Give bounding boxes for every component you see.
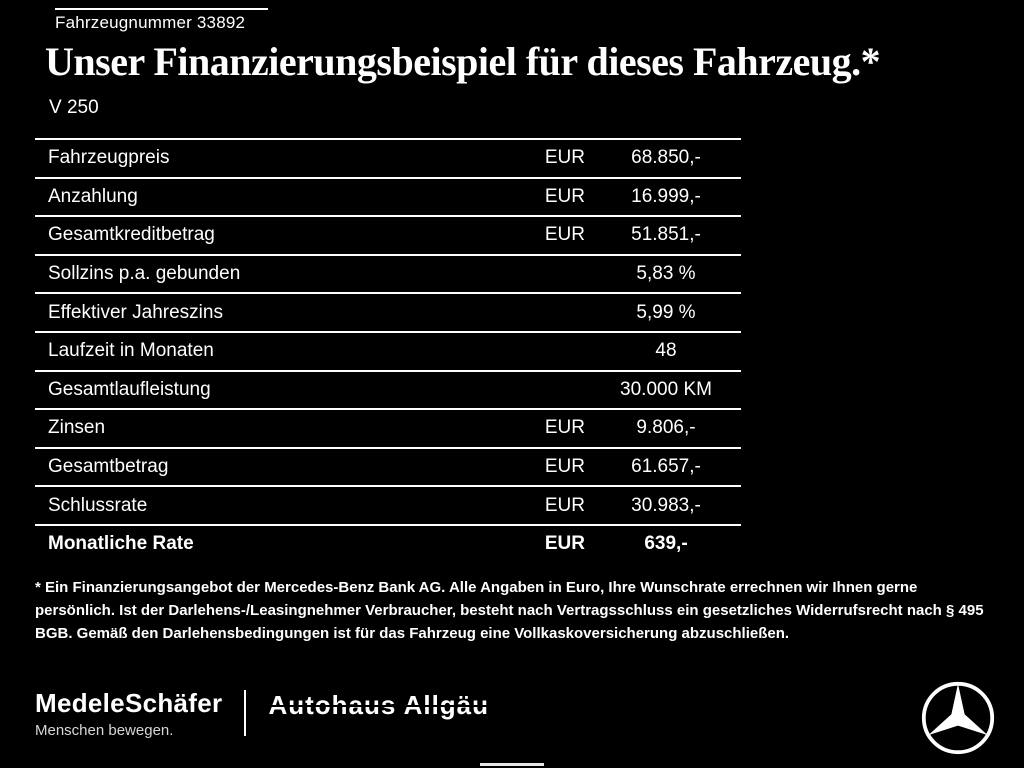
footnote: * Ein Finanzierungsangebot der Mercedes-… <box>35 579 984 642</box>
row-label: Schlussrate <box>48 494 148 516</box>
footer: MedeleSchäfer Menschen bewegen. Autohaus… <box>35 681 996 756</box>
vehicle-number: Fahrzeugnummer 33892 <box>55 13 246 32</box>
row-label: Gesamtbetrag <box>48 456 169 478</box>
medele-schaefer-logo: MedeleSchäfer Menschen bewegen. <box>35 688 222 739</box>
row-value: 5,83 % <box>636 263 696 285</box>
row-label: Sollzins p.a. gebunden <box>48 263 241 285</box>
finance-table-row: Schlussrate EUR 30.983,- <box>35 485 741 524</box>
row-currency: EUR <box>544 147 585 169</box>
row-value: 61.657,- <box>631 456 701 478</box>
row-label: Effektiver Jahreszins <box>48 301 223 323</box>
finance-table-row: Gesamtkreditbetrag EUR 51.851,- <box>35 215 741 254</box>
row-currency: EUR <box>544 417 585 439</box>
finance-table-row: Gesamtbetrag EUR 61.657,- <box>35 446 741 486</box>
row-label: Gesamtlaufleistung <box>48 378 211 400</box>
row-label: Anzahlung <box>48 185 138 207</box>
finance-table-row: Effektiver Jahreszins 5,99 % <box>35 292 741 331</box>
finance-table-row: Monatliche Rate EUR 639,- <box>35 523 741 563</box>
row-value: 51.851,- <box>631 224 701 246</box>
finance-table-row: Fahrzeugpreis EUR 68.850,- <box>35 138 741 177</box>
row-value: 639,- <box>644 533 688 555</box>
finance-table-row: Zinsen EUR 9.806,- <box>35 408 741 447</box>
row-label: Zinsen <box>48 417 106 439</box>
vehicle-model: V 250 <box>49 97 99 118</box>
finance-table-row: Gesamtlaufleistung 30.000 KM <box>35 369 741 409</box>
row-label: Gesamtkreditbetrag <box>48 224 215 246</box>
row-value: 48 <box>655 340 677 362</box>
row-currency: EUR <box>544 456 585 478</box>
row-value: 68.850,- <box>631 147 701 169</box>
row-value: 5,99 % <box>636 301 696 323</box>
finance-table-row: Laufzeit in Monaten 48 <box>35 330 741 370</box>
row-value: 9.806,- <box>636 417 696 439</box>
row-label: Fahrzeugpreis <box>48 147 170 169</box>
row-label: Laufzeit in Monaten <box>48 340 214 362</box>
dealer-name: MedeleSchäfer <box>35 688 223 718</box>
autohaus-allgaeu-logo: Autohaus Allgäu <box>268 690 490 720</box>
mercedes-star-icon <box>920 680 996 756</box>
row-currency: EUR <box>544 224 585 246</box>
finance-table-row: Anzahlung EUR 16.999,- <box>35 176 741 216</box>
finance-table: Fahrzeugpreis EUR 68.850,- Anzahlung EUR… <box>35 138 741 563</box>
footer-divider <box>244 690 247 736</box>
page-title: Unser Finanzierungsbeispiel für dieses F… <box>45 39 881 84</box>
top-divider <box>55 8 268 10</box>
row-value: 30.000 KM <box>620 378 712 400</box>
row-currency: EUR <box>544 533 585 555</box>
row-currency: EUR <box>544 185 585 207</box>
bottom-indicator <box>480 763 544 766</box>
dealer-tagline: Menschen bewegen. <box>35 722 174 739</box>
row-currency: EUR <box>544 494 585 516</box>
row-label: Monatliche Rate <box>48 533 194 555</box>
finance-table-row: Sollzins p.a. gebunden 5,83 % <box>35 253 741 293</box>
row-value: 30.983,- <box>631 494 701 516</box>
row-value: 16.999,- <box>631 185 701 207</box>
